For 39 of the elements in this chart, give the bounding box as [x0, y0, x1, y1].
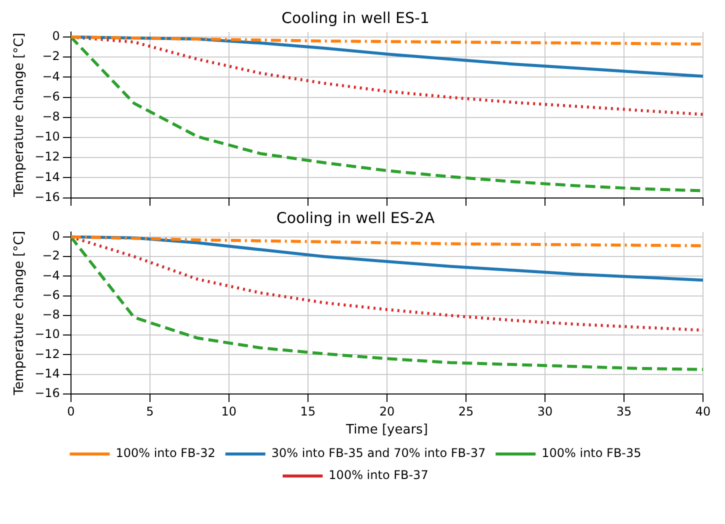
x-tick-label: 35: [616, 404, 632, 418]
x-tick-label: 30: [537, 404, 553, 418]
y-tick-label: −12: [34, 150, 60, 164]
x-tick-label: 25: [458, 404, 474, 418]
y-tick-label: −16: [34, 386, 60, 400]
x-tick-label: 10: [221, 404, 237, 418]
x-tick-label: 15: [300, 404, 316, 418]
y-tick-label: −6: [42, 288, 60, 302]
x-tick-label: 5: [146, 404, 154, 418]
y-tick-label: −10: [34, 327, 60, 342]
y-tick-label: −14: [34, 170, 60, 184]
legend-label: 100% into FB-37: [328, 468, 428, 482]
legend-label: 30% into FB-35 and 70% into FB-37: [271, 446, 486, 460]
y-tick-label: −4: [42, 268, 60, 282]
y-tick-label: −10: [34, 130, 60, 144]
y-tick-label: −2: [42, 248, 60, 263]
y-tick-label: −14: [34, 366, 60, 380]
legend-label: 100% into FB-35: [542, 446, 642, 460]
legend-label: 100% into FB-32: [116, 446, 216, 460]
y-tick-label: −6: [42, 89, 60, 104]
x-tick-label: 0: [67, 404, 75, 418]
y-tick-label: −8: [42, 110, 60, 124]
y-tick-label: −4: [42, 69, 60, 84]
x-tick-label: 20: [379, 404, 395, 418]
x-axis-title: Time [years]: [345, 422, 428, 438]
y-axis-title: Temperature change [°C]: [12, 230, 28, 396]
x-tick-label: 40: [695, 404, 711, 418]
y-tick-label: −16: [34, 190, 60, 204]
y-tick-label: −2: [42, 49, 60, 64]
y-tick-label: 0: [52, 229, 60, 244]
line-series: [70, 235, 703, 248]
y-tick-label: −12: [34, 346, 60, 361]
line-series: [70, 36, 703, 46]
y-tick-label: −8: [42, 308, 60, 322]
line-series: [70, 36, 703, 192]
y-axis-title: Temperature change [°C]: [12, 32, 28, 198]
y-tick-label: 0: [52, 29, 60, 44]
chart-title: Cooling in well ES-1: [282, 8, 430, 27]
chart-title: Cooling in well ES-2A: [276, 208, 436, 227]
